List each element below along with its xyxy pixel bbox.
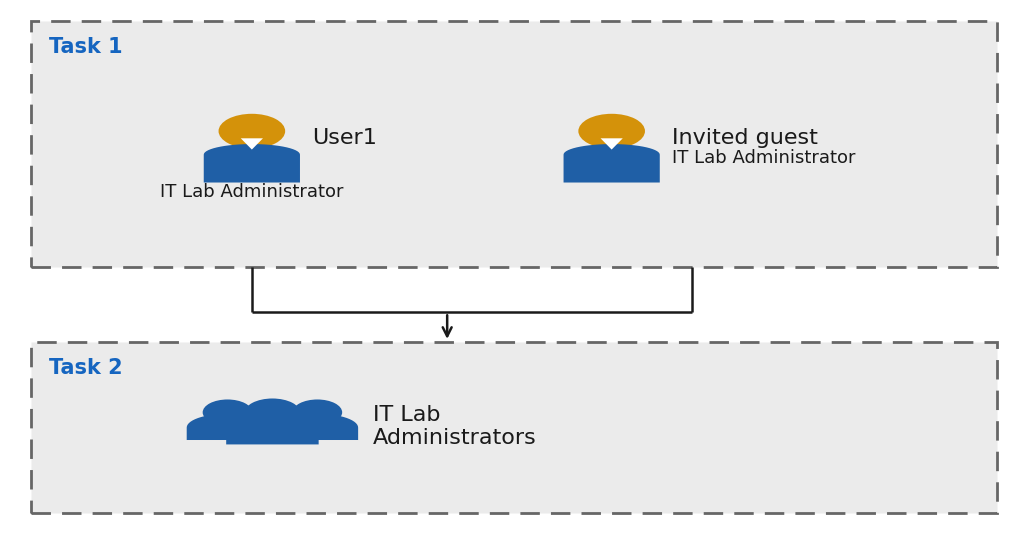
- Text: IT Lab Administrator: IT Lab Administrator: [160, 183, 343, 201]
- Circle shape: [579, 114, 645, 148]
- Polygon shape: [563, 144, 660, 183]
- Polygon shape: [241, 138, 263, 150]
- Text: Invited guest: Invited guest: [672, 128, 817, 148]
- Polygon shape: [277, 414, 358, 440]
- Text: IT Lab
Administrators: IT Lab Administrators: [373, 405, 537, 449]
- Circle shape: [219, 114, 285, 148]
- Circle shape: [203, 399, 252, 425]
- Text: IT Lab Administrator: IT Lab Administrator: [672, 148, 855, 167]
- Polygon shape: [187, 414, 268, 440]
- Text: Task 1: Task 1: [49, 37, 123, 57]
- Polygon shape: [226, 415, 319, 444]
- Polygon shape: [600, 138, 623, 150]
- Circle shape: [293, 399, 342, 425]
- Circle shape: [245, 398, 300, 428]
- Text: User1: User1: [313, 128, 377, 148]
- FancyBboxPatch shape: [31, 21, 997, 267]
- Polygon shape: [204, 144, 300, 183]
- FancyBboxPatch shape: [31, 342, 997, 513]
- Text: Task 2: Task 2: [49, 358, 123, 378]
